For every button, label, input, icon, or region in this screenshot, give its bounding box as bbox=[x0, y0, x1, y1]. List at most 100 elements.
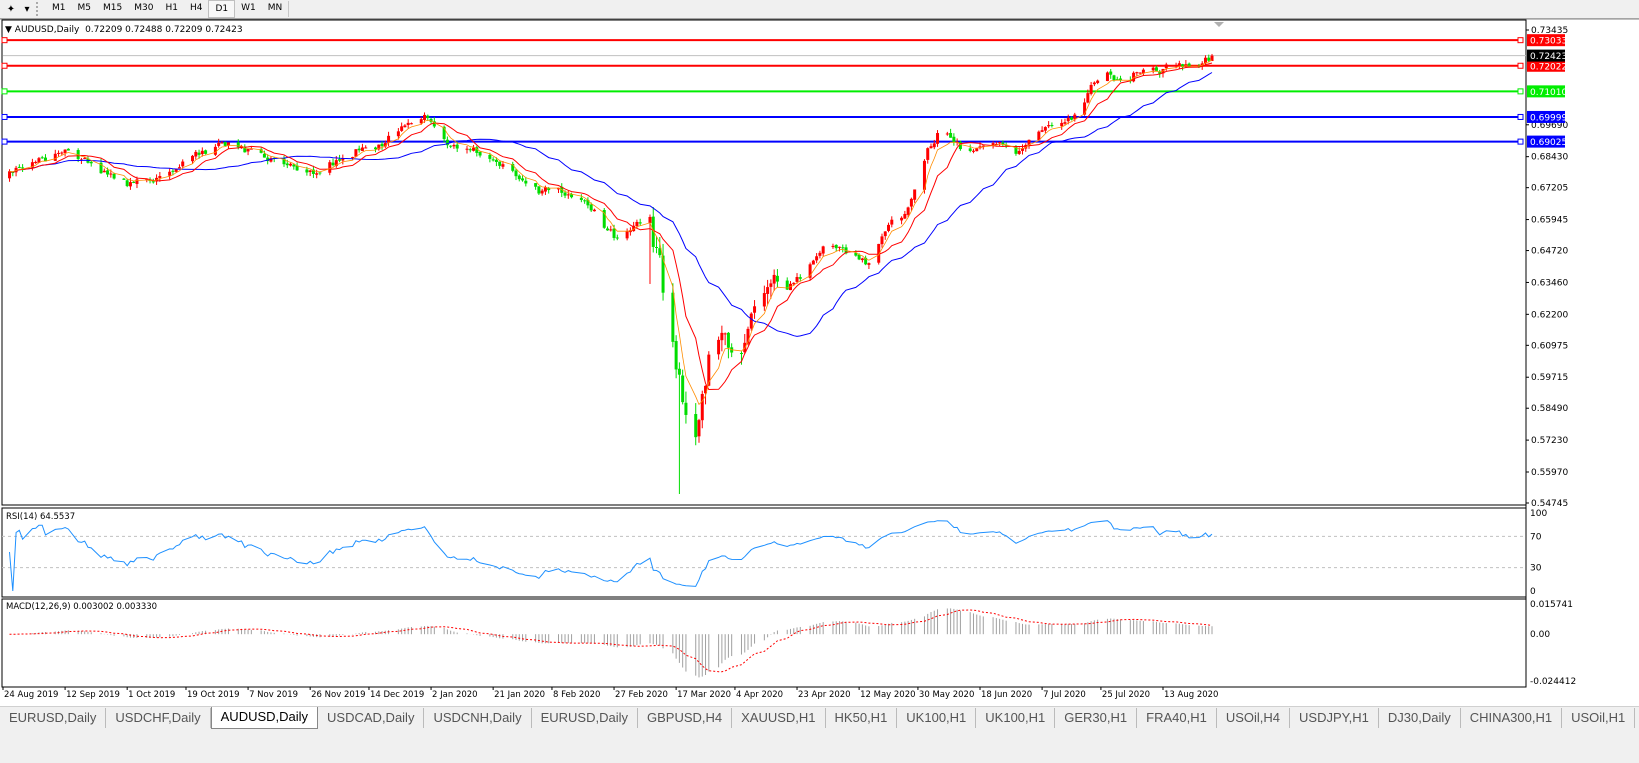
chart-tab[interactable]: AUDUSD,Daily bbox=[210, 707, 319, 729]
chart-tab[interactable]: GER30,H1 bbox=[1055, 708, 1138, 728]
candle-body-up bbox=[1020, 148, 1024, 151]
level-handle-icon[interactable] bbox=[1, 88, 8, 95]
level-handle-icon[interactable] bbox=[1, 62, 8, 69]
candle-body-down bbox=[292, 164, 296, 167]
level-handle-icon[interactable] bbox=[1517, 138, 1524, 145]
chart-shift-marker-icon[interactable] bbox=[1214, 22, 1224, 27]
candle-body-down bbox=[455, 144, 459, 149]
timeframe-h1[interactable]: H1 bbox=[165, 3, 178, 13]
dropdown-arrow-icon[interactable]: ▾ bbox=[24, 3, 30, 15]
candle-body-up bbox=[994, 143, 998, 145]
candle-body-up bbox=[1086, 93, 1090, 103]
candle-body-up bbox=[922, 160, 926, 190]
candle-body-down bbox=[426, 115, 430, 119]
chart-window[interactable]: 0.73435 0.69690 0.68430 0.67205 0.65945 0.647… bbox=[0, 18, 1639, 706]
timeframe-h4[interactable]: H4 bbox=[189, 3, 203, 13]
price-tick-label: 0.54745 bbox=[1531, 499, 1568, 509]
candle-body-up bbox=[226, 142, 230, 146]
candle-body-up bbox=[867, 263, 871, 265]
timeframe-m5[interactable]: M5 bbox=[77, 3, 92, 13]
chart-tab[interactable]: GBPUSD,H4 bbox=[638, 708, 733, 728]
candle-body-down bbox=[739, 353, 743, 355]
candle-body-up bbox=[387, 135, 391, 143]
candle-body-up bbox=[909, 198, 913, 207]
rsi-label: RSI(14) 64.5537 bbox=[6, 512, 75, 522]
candle-body-up bbox=[334, 160, 338, 167]
timeframe-m15[interactable]: M15 bbox=[103, 3, 123, 13]
candle-body-up bbox=[400, 126, 404, 131]
time-tick-label: 27 Feb 2020 bbox=[615, 690, 668, 700]
candle-body-down bbox=[655, 247, 659, 249]
candle-body-up bbox=[808, 264, 812, 278]
chart-tab[interactable]: HK50,H1 bbox=[826, 708, 898, 728]
timeframe-w1[interactable]: W1 bbox=[241, 3, 256, 13]
candle-body-up bbox=[409, 123, 413, 125]
high-value: 0.72488 bbox=[125, 25, 163, 35]
chart-tab[interactable]: UK100,H1 bbox=[897, 708, 977, 728]
chart-tab[interactable]: USDCHF,Daily bbox=[106, 708, 211, 728]
timeframe-m1[interactable]: M1 bbox=[52, 3, 66, 13]
line-tools-icon[interactable]: ✦ bbox=[6, 3, 16, 15]
candle-body-up bbox=[37, 158, 41, 163]
level-price-label: 0.73033 bbox=[1530, 37, 1567, 47]
candle-body-down bbox=[478, 151, 482, 156]
candle-body-up bbox=[906, 207, 910, 215]
chart-tab[interactable]: USDJPY,H1 bbox=[1290, 708, 1379, 728]
time-tick-label: 8 Feb 2020 bbox=[553, 690, 601, 700]
candle-body-down bbox=[295, 165, 299, 171]
candle-body-up bbox=[1203, 57, 1207, 64]
candle-body-down bbox=[380, 143, 384, 147]
candle-body-up bbox=[815, 256, 819, 261]
candle-body-up bbox=[60, 152, 64, 154]
chart-tab[interactable]: USOil,H1 bbox=[1562, 708, 1636, 728]
level-handle-icon[interactable] bbox=[1, 37, 8, 44]
toolbar-grip[interactable] bbox=[36, 2, 42, 16]
candle-body-up bbox=[177, 167, 181, 169]
chart-tab[interactable]: UK100,H1 bbox=[976, 708, 1056, 728]
candle-body-up bbox=[831, 245, 835, 247]
candle-body-down bbox=[677, 368, 681, 375]
chart-tab[interactable]: XAUUSD,H1 bbox=[732, 708, 826, 728]
candle-body-up bbox=[543, 187, 547, 192]
candle-body-up bbox=[1017, 150, 1021, 154]
candle-body-down bbox=[864, 257, 868, 265]
chart-tab[interactable]: FRA40,H1 bbox=[1137, 708, 1217, 728]
chart-tab[interactable]: EURUSD,Daily bbox=[0, 708, 107, 728]
chart-tab[interactable]: EURUSD,Daily bbox=[532, 708, 638, 728]
level-handle-icon[interactable] bbox=[1517, 113, 1524, 120]
level-handle-icon[interactable] bbox=[1517, 62, 1524, 69]
candle-body-up bbox=[1063, 122, 1067, 124]
level-handle-icon[interactable] bbox=[1, 138, 8, 145]
timeframe-m30[interactable]: M30 bbox=[134, 3, 154, 13]
candle-body-up bbox=[540, 190, 544, 194]
chart-tab[interactable]: USOil,H4 bbox=[1217, 708, 1291, 728]
chart-tab[interactable]: DJ30,Daily bbox=[1379, 708, 1461, 728]
tab-scroll-arrows[interactable]: ◂ ▸ bbox=[1635, 713, 1639, 724]
current-price-label-bg bbox=[1527, 49, 1565, 62]
candle-body-down bbox=[524, 180, 528, 184]
candle-body-down bbox=[259, 149, 263, 153]
level-price-label-bg bbox=[1527, 85, 1565, 98]
candle-body-up bbox=[991, 143, 995, 146]
candle-body-down bbox=[534, 183, 538, 187]
level-handle-icon[interactable] bbox=[1, 113, 8, 120]
candle-body-down bbox=[694, 414, 698, 438]
candle-body-down bbox=[681, 375, 685, 403]
macd-tick-label: -0.024412 bbox=[1530, 677, 1576, 687]
chart-tab[interactable]: USDCNH,Daily bbox=[424, 708, 532, 728]
candle-body-down bbox=[266, 157, 270, 162]
candle-body-up bbox=[423, 114, 427, 120]
timeframe-d1[interactable]: D1 bbox=[208, 0, 236, 18]
candle-body-down bbox=[43, 157, 47, 162]
level-handle-icon[interactable] bbox=[1517, 88, 1524, 95]
current-price-label: 0.72423 bbox=[1530, 52, 1567, 62]
main-price-pane bbox=[1, 19, 1527, 506]
level-handle-icon[interactable] bbox=[1517, 37, 1524, 44]
timeframe-mn[interactable]: MN bbox=[267, 3, 283, 13]
time-tick-label: 17 Mar 2020 bbox=[677, 690, 731, 700]
chart-menu-triangle-icon[interactable]: ▼ bbox=[5, 25, 12, 35]
chart-tab[interactable]: USDCAD,Daily bbox=[318, 708, 425, 728]
candle-body-down bbox=[223, 142, 227, 146]
chart-tab[interactable]: CHINA300,H1 bbox=[1461, 708, 1563, 728]
candle-body-down bbox=[834, 244, 838, 249]
